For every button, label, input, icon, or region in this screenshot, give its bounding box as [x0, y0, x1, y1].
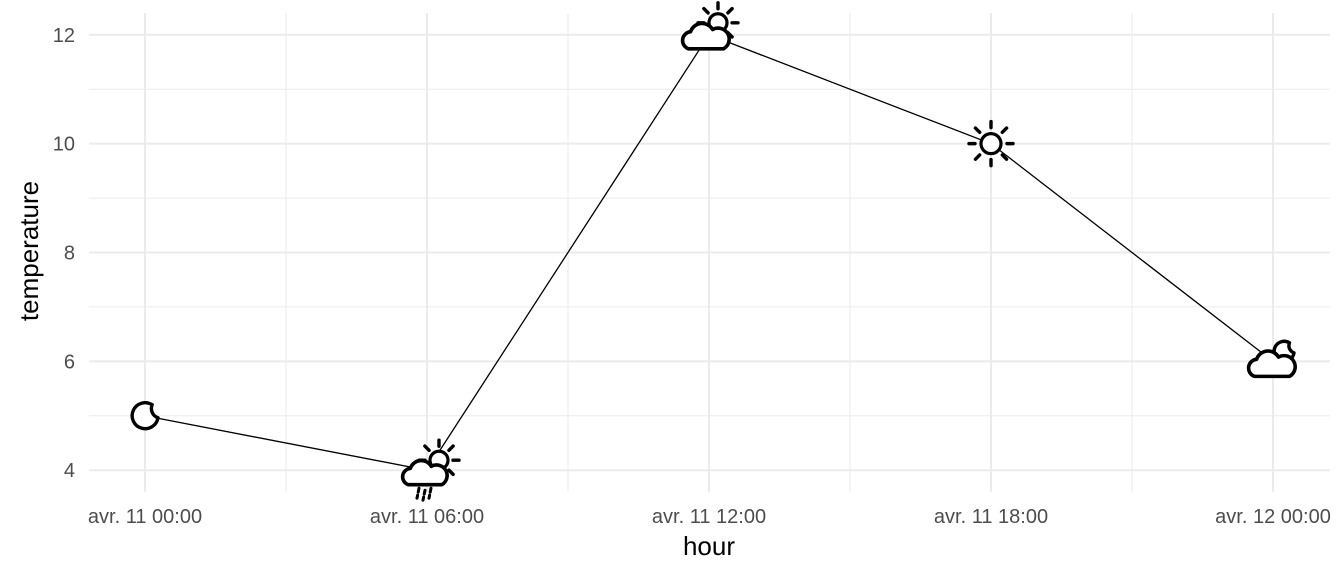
cloud-moon-icon: [1246, 339, 1297, 379]
y-axis-ticks: 4 6 8 10 12: [53, 25, 75, 482]
y-tick-label: 8: [64, 243, 75, 265]
x-tick-label: avr. 12 00:00: [1215, 506, 1331, 528]
y-tick-label: 6: [64, 351, 75, 373]
moon-icon: [130, 401, 160, 431]
weather-icon-markers: [130, 1, 1297, 502]
x-tick-label: avr. 11 06:00: [370, 506, 484, 528]
grid-lines: [89, 13, 1330, 492]
x-tick-label: avr. 11 12:00: [652, 506, 766, 528]
x-axis-title: hour: [683, 531, 735, 561]
x-tick-label: avr. 11 18:00: [934, 506, 1048, 528]
y-axis-title: temperature: [14, 181, 44, 321]
sun-cloud-rain-icon: [400, 438, 461, 502]
sun-icon: [967, 119, 1015, 168]
y-tick-label: 12: [53, 25, 75, 47]
x-tick-label: avr. 11 00:00: [88, 506, 202, 528]
y-tick-label: 4: [64, 460, 75, 482]
sun-cloud-icon: [680, 1, 740, 51]
x-axis-ticks: avr. 11 00:00 avr. 11 06:00 avr. 11 12:00 a…: [88, 506, 1331, 528]
y-tick-label: 10: [53, 134, 75, 156]
